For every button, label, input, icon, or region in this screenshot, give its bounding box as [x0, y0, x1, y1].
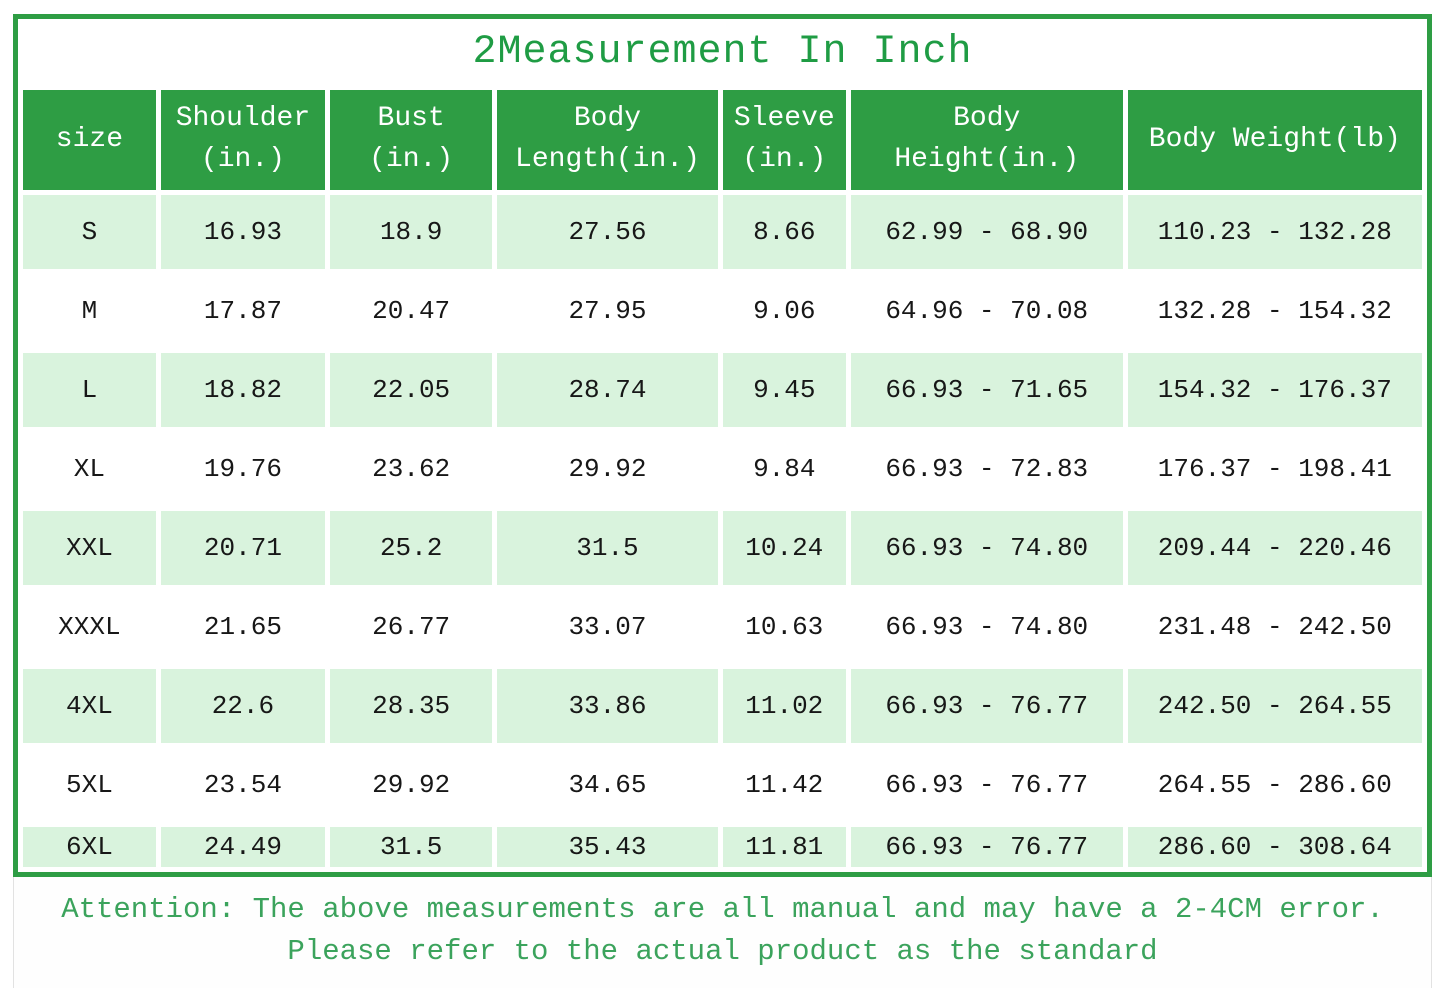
body-height-cell: 66.93 - 74.80 [850, 590, 1123, 664]
size-chart-box: 2Measurement In Inch size Shoulder (in.)… [13, 14, 1432, 877]
body-length-cell: 33.86 [497, 669, 718, 743]
table-row-4xl: 4XL 22.6 28.35 33.86 11.02 66.93 - 76.77… [23, 669, 1422, 743]
bust-cell: 23.62 [330, 432, 493, 506]
shoulder-cell: 18.82 [160, 353, 326, 427]
chart-title: 2Measurement In Inch [18, 19, 1427, 85]
header-size: size [23, 90, 156, 190]
body-length-cell: 34.65 [497, 748, 718, 822]
header-body-height: Body Height(in.) [850, 90, 1123, 190]
table-row-5xl: 5XL 23.54 29.92 34.65 11.42 66.93 - 76.7… [23, 748, 1422, 822]
shoulder-cell: 22.6 [160, 669, 326, 743]
size-cell: XXXL [23, 590, 156, 664]
attention-note: Attention: The above measurements are al… [13, 877, 1432, 988]
sleeve-cell: 10.24 [722, 511, 846, 585]
size-cell: XL [23, 432, 156, 506]
body-length-cell: 35.43 [497, 827, 718, 867]
bust-cell: 29.92 [330, 748, 493, 822]
body-height-cell: 66.93 - 76.77 [850, 669, 1123, 743]
note-line-2: Please refer to the actual product as th… [287, 935, 1158, 969]
shoulder-cell: 24.49 [160, 827, 326, 867]
body-weight-cell: 154.32 - 176.37 [1127, 353, 1422, 427]
body-weight-cell: 231.48 - 242.50 [1127, 590, 1422, 664]
sleeve-cell: 9.45 [722, 353, 846, 427]
shoulder-cell: 16.93 [160, 195, 326, 269]
body-length-cell: 28.74 [497, 353, 718, 427]
sleeve-cell: 10.63 [722, 590, 846, 664]
size-table: size Shoulder (in.) Bust (in.) Body Leng… [18, 85, 1427, 872]
body-weight-cell: 132.28 - 154.32 [1127, 274, 1422, 348]
body-weight-cell: 242.50 - 264.55 [1127, 669, 1422, 743]
bust-cell: 26.77 [330, 590, 493, 664]
sleeve-cell: 9.84 [722, 432, 846, 506]
body-length-cell: 29.92 [497, 432, 718, 506]
shoulder-cell: 21.65 [160, 590, 326, 664]
table-header: size Shoulder (in.) Bust (in.) Body Leng… [23, 90, 1422, 190]
body-length-cell: 27.95 [497, 274, 718, 348]
sleeve-cell: 9.06 [722, 274, 846, 348]
size-cell: 6XL [23, 827, 156, 867]
body-height-cell: 62.99 - 68.90 [850, 195, 1123, 269]
table-row-6xl: 6XL 24.49 31.5 35.43 11.81 66.93 - 76.77… [23, 827, 1422, 867]
body-weight-cell: 209.44 - 220.46 [1127, 511, 1422, 585]
body-height-cell: 66.93 - 76.77 [850, 827, 1123, 867]
body-weight-cell: 264.55 - 286.60 [1127, 748, 1422, 822]
header-bust: Bust (in.) [330, 90, 493, 190]
body-height-cell: 66.93 - 74.80 [850, 511, 1123, 585]
sleeve-cell: 11.02 [722, 669, 846, 743]
body-weight-cell: 176.37 - 198.41 [1127, 432, 1422, 506]
sleeve-cell: 8.66 [722, 195, 846, 269]
bust-cell: 18.9 [330, 195, 493, 269]
bust-cell: 25.2 [330, 511, 493, 585]
bust-cell: 31.5 [330, 827, 493, 867]
shoulder-cell: 23.54 [160, 748, 326, 822]
size-cell: M [23, 274, 156, 348]
body-length-cell: 27.56 [497, 195, 718, 269]
table-row-xl: XL 19.76 23.62 29.92 9.84 66.93 - 72.83 … [23, 432, 1422, 506]
table-body: S 16.93 18.9 27.56 8.66 62.99 - 68.90 11… [23, 195, 1422, 867]
size-cell: S [23, 195, 156, 269]
header-body-weight: Body Weight(lb) [1127, 90, 1422, 190]
body-height-cell: 66.93 - 76.77 [850, 748, 1123, 822]
table-row-l: L 18.82 22.05 28.74 9.45 66.93 - 71.65 1… [23, 353, 1422, 427]
size-cell: XXL [23, 511, 156, 585]
size-cell: 5XL [23, 748, 156, 822]
sleeve-cell: 11.81 [722, 827, 846, 867]
note-line-1: Attention: The above measurements are al… [61, 893, 1384, 926]
shoulder-cell: 20.71 [160, 511, 326, 585]
header-row: size Shoulder (in.) Bust (in.) Body Leng… [23, 90, 1422, 190]
bust-cell: 28.35 [330, 669, 493, 743]
size-cell: 4XL [23, 669, 156, 743]
body-height-cell: 66.93 - 71.65 [850, 353, 1123, 427]
header-body-length: Body Length(in.) [497, 90, 718, 190]
shoulder-cell: 19.76 [160, 432, 326, 506]
sleeve-cell: 11.42 [722, 748, 846, 822]
body-weight-cell: 110.23 - 132.28 [1127, 195, 1422, 269]
body-weight-cell: 286.60 - 308.64 [1127, 827, 1422, 867]
body-length-cell: 31.5 [497, 511, 718, 585]
bust-cell: 20.47 [330, 274, 493, 348]
table-row-xxxl: XXXL 21.65 26.77 33.07 10.63 66.93 - 74.… [23, 590, 1422, 664]
table-row-s: S 16.93 18.9 27.56 8.66 62.99 - 68.90 11… [23, 195, 1422, 269]
body-height-cell: 66.93 - 72.83 [850, 432, 1123, 506]
body-height-cell: 64.96 - 70.08 [850, 274, 1123, 348]
body-length-cell: 33.07 [497, 590, 718, 664]
header-sleeve: Sleeve (in.) [722, 90, 846, 190]
header-shoulder: Shoulder (in.) [160, 90, 326, 190]
size-cell: L [23, 353, 156, 427]
bust-cell: 22.05 [330, 353, 493, 427]
table-row-xxl: XXL 20.71 25.2 31.5 10.24 66.93 - 74.80 … [23, 511, 1422, 585]
shoulder-cell: 17.87 [160, 274, 326, 348]
table-row-m: M 17.87 20.47 27.95 9.06 64.96 - 70.08 1… [23, 274, 1422, 348]
